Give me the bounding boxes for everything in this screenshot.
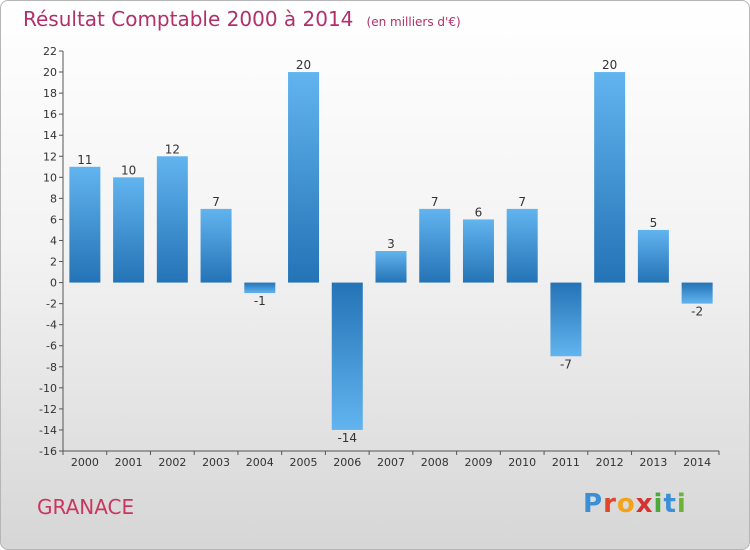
x-tick-label: 2010 bbox=[508, 456, 536, 469]
y-tick-label: 2 bbox=[50, 256, 57, 269]
bar-2005 bbox=[288, 72, 320, 283]
x-tick-label: 2007 bbox=[377, 456, 405, 469]
y-tick-label: -12 bbox=[39, 403, 57, 416]
x-tick-label: 2014 bbox=[683, 456, 711, 469]
x-tick-label: 2001 bbox=[115, 456, 143, 469]
bar-2001 bbox=[113, 177, 145, 283]
x-tick-label: 2009 bbox=[464, 456, 492, 469]
chart-title-main: Résultat Comptable 2000 à 2014 bbox=[23, 7, 354, 31]
logo-letter: i bbox=[653, 489, 664, 519]
bar-2007 bbox=[375, 251, 407, 283]
bar-2011 bbox=[550, 282, 582, 357]
y-tick-label: 12 bbox=[43, 150, 57, 163]
y-tick-label: -8 bbox=[46, 361, 57, 374]
y-tick-label: 22 bbox=[43, 45, 57, 58]
bar-2006 bbox=[331, 282, 363, 430]
proxiti-logo: Proxiti bbox=[583, 489, 687, 519]
logo-letter: t bbox=[663, 489, 677, 519]
data-label-2002: 12 bbox=[165, 142, 180, 156]
logo-letter: P bbox=[583, 489, 604, 519]
bar-2012 bbox=[594, 72, 626, 283]
data-label-2005: 20 bbox=[296, 58, 311, 72]
data-label-2001: 10 bbox=[121, 163, 136, 177]
chart-title-unit: (en milliers d'€) bbox=[366, 15, 461, 29]
y-tick-label: 8 bbox=[50, 192, 57, 205]
y-tick-label: -6 bbox=[46, 340, 57, 353]
y-tick-label: -10 bbox=[39, 382, 57, 395]
x-tick-label: 2011 bbox=[552, 456, 580, 469]
bar-2009 bbox=[462, 219, 494, 283]
bar-2000 bbox=[69, 166, 101, 283]
y-tick-label: 10 bbox=[43, 171, 57, 184]
bar-2013 bbox=[637, 229, 669, 283]
data-label-2008: 7 bbox=[431, 195, 439, 209]
y-tick-label: 4 bbox=[50, 234, 57, 247]
y-tick-label: 16 bbox=[43, 108, 57, 121]
bar-2004 bbox=[244, 282, 276, 294]
x-tick-label: 2003 bbox=[202, 456, 230, 469]
data-label-2013: 5 bbox=[650, 216, 658, 230]
x-tick-label: 2000 bbox=[71, 456, 99, 469]
data-label-2009: 6 bbox=[475, 205, 483, 219]
y-tick-label: 6 bbox=[50, 213, 57, 226]
y-tick-label: 14 bbox=[43, 129, 57, 142]
x-tick-label: 2013 bbox=[639, 456, 667, 469]
x-tick-label: 2012 bbox=[596, 456, 624, 469]
bar-2002 bbox=[156, 156, 188, 283]
logo-letter: i bbox=[676, 489, 687, 519]
y-tick-label: 20 bbox=[43, 66, 57, 79]
logo-letter: o bbox=[616, 489, 636, 519]
x-tick-label: 2006 bbox=[333, 456, 361, 469]
data-label-2011: -7 bbox=[560, 357, 572, 371]
data-label-2004: -1 bbox=[254, 294, 266, 308]
y-tick-label: -14 bbox=[39, 424, 57, 437]
y-tick-label: -16 bbox=[39, 445, 57, 458]
logo-letter: r bbox=[603, 489, 617, 519]
x-tick-label: 2005 bbox=[290, 456, 318, 469]
x-tick-label: 2002 bbox=[158, 456, 186, 469]
data-label-2014: -2 bbox=[691, 305, 703, 319]
y-tick-label: -2 bbox=[46, 298, 57, 311]
data-label-2012: 20 bbox=[602, 58, 617, 72]
chart-title: Résultat Comptable 2000 à 2014 (en milli… bbox=[23, 7, 461, 31]
y-tick-label: -4 bbox=[46, 319, 57, 332]
x-tick-label: 2008 bbox=[421, 456, 449, 469]
data-label-2000: 11 bbox=[77, 153, 92, 167]
data-label-2006: -14 bbox=[337, 431, 357, 445]
bar-2014 bbox=[681, 282, 713, 304]
bar-2008 bbox=[419, 208, 451, 283]
y-tick-label: 0 bbox=[50, 277, 57, 290]
data-label-2003: 7 bbox=[212, 195, 220, 209]
data-label-2007: 3 bbox=[387, 237, 395, 251]
x-tick-label: 2004 bbox=[246, 456, 274, 469]
data-label-2010: 7 bbox=[518, 195, 526, 209]
bar-2010 bbox=[506, 208, 538, 283]
bar-2003 bbox=[200, 208, 232, 283]
commune-name: GRANACE bbox=[37, 495, 135, 519]
logo-letter: x bbox=[635, 489, 654, 519]
y-tick-label: 18 bbox=[43, 87, 57, 100]
